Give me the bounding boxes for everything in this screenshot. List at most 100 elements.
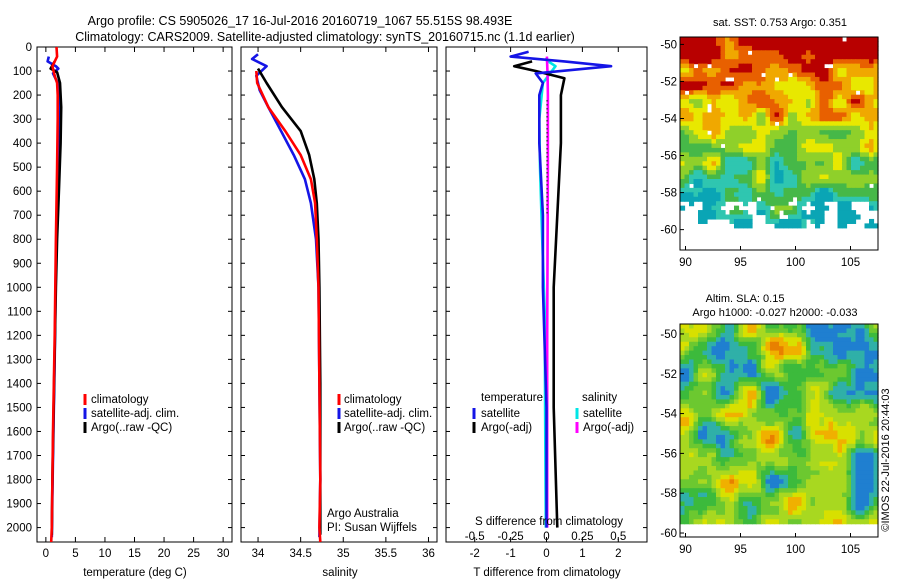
heatmap-cell (761, 479, 767, 485)
heatmap-cell (680, 452, 686, 458)
heatmap-cell (707, 152, 713, 158)
heatmap-cell (819, 328, 825, 334)
heatmap-cell (819, 63, 825, 69)
heatmap-cell (828, 514, 834, 520)
heatmap-cell (819, 143, 825, 149)
heatmap-cell (855, 368, 861, 374)
heatmap-cell (855, 408, 861, 414)
heatmap-cell (738, 443, 744, 449)
y-tick-label: 1800 (6, 475, 32, 487)
heatmap-cell (765, 452, 771, 458)
heatmap-cell (837, 183, 843, 189)
heatmap-cell (846, 201, 852, 207)
heatmap-cell (779, 81, 785, 87)
heatmap-cell (783, 355, 789, 361)
heatmap-cell (860, 488, 866, 494)
heatmap-cell (752, 395, 758, 401)
heatmap-cell (833, 479, 839, 485)
heatmap-cell (779, 179, 785, 185)
heatmap-cell (846, 196, 852, 202)
heatmap-cell (864, 386, 870, 392)
heatmap-cell (783, 448, 789, 454)
heatmap-cell (779, 45, 785, 51)
heatmap-cell (792, 37, 798, 43)
heatmap-cell (729, 466, 735, 472)
heatmap-cell (869, 483, 875, 489)
heatmap-cell (869, 434, 875, 440)
heatmap-cell (801, 147, 807, 153)
heatmap-cell (698, 324, 704, 330)
heatmap-cell (693, 179, 699, 185)
heatmap-cell (842, 448, 848, 454)
heatmap-cell (684, 332, 690, 338)
heatmap-cell (743, 470, 749, 476)
heatmap-cell (680, 165, 686, 171)
heatmap-cell (864, 381, 870, 387)
heatmap-cell (720, 214, 726, 220)
series-line-temperature-argo-adj (512, 60, 566, 528)
heatmap-cell (819, 125, 825, 131)
heatmap-cell (765, 134, 771, 140)
heatmap-cell (837, 346, 843, 352)
heatmap-cell (720, 134, 726, 140)
heatmap-cell (783, 417, 789, 423)
heatmap-cell (810, 368, 816, 374)
heatmap-cell (725, 116, 731, 122)
y-tick-label: 300 (13, 114, 32, 126)
heatmap-cell (855, 470, 861, 476)
heatmap-cell (684, 130, 690, 136)
heatmap-cell (864, 417, 870, 423)
heatmap-cell (851, 68, 857, 74)
heatmap-cell (810, 68, 816, 74)
heatmap-cell (869, 355, 875, 361)
heatmap-cell (801, 434, 807, 440)
heatmap-cell (765, 63, 771, 69)
heatmap-cell (716, 192, 722, 198)
heatmap-cell (788, 99, 794, 105)
heatmap-cell (680, 457, 686, 463)
heatmap-cell (869, 399, 875, 405)
heatmap-cell (770, 81, 776, 87)
heatmap-cell (815, 488, 821, 494)
heatmap-cell (869, 99, 875, 105)
heatmap-cell (720, 408, 726, 414)
heatmap-cell (873, 183, 879, 189)
heatmap-cell (801, 474, 807, 480)
heatmap-cell (855, 466, 861, 472)
heatmap-cell (873, 72, 879, 78)
heatmap-cell (734, 439, 740, 445)
heatmap-cell (855, 350, 861, 356)
heatmap-cell (743, 223, 749, 229)
heatmap-cell (729, 355, 735, 361)
heatmap-cell (792, 94, 798, 100)
heatmap-cell (707, 85, 713, 91)
heatmap-cell (729, 161, 735, 167)
heatmap-cell (810, 403, 816, 409)
heatmap-cell (702, 466, 708, 472)
heatmap-cell (743, 328, 749, 334)
heatmap-cell (689, 368, 695, 374)
heatmap-cell (770, 143, 776, 149)
heatmap-cell (747, 412, 753, 418)
heatmap-cell (752, 403, 758, 409)
heatmap-cell (864, 448, 870, 454)
heatmap-cell (873, 41, 879, 47)
heatmap-cell (788, 324, 794, 330)
heatmap-cell (743, 403, 749, 409)
heatmap-cell (752, 514, 758, 520)
heatmap-cell (774, 183, 780, 189)
heatmap-cell (684, 399, 690, 405)
salinity-panel: 34 34.5 35 35.5 36 salinity climatology sate… (240, 46, 438, 579)
heatmap-cell (806, 59, 812, 65)
heatmap-cell (774, 399, 780, 405)
heatmap-cell (752, 412, 758, 418)
heatmap-cell (734, 174, 740, 180)
heatmap-cell (734, 448, 740, 454)
heatmap-cell (770, 390, 776, 396)
heatmap-cell (810, 519, 816, 525)
heatmap-cell (864, 430, 870, 436)
heatmap-cell (792, 170, 798, 176)
heatmap-cell (702, 430, 708, 436)
heatmap-cell (810, 337, 816, 343)
heatmap-cell (720, 103, 726, 109)
